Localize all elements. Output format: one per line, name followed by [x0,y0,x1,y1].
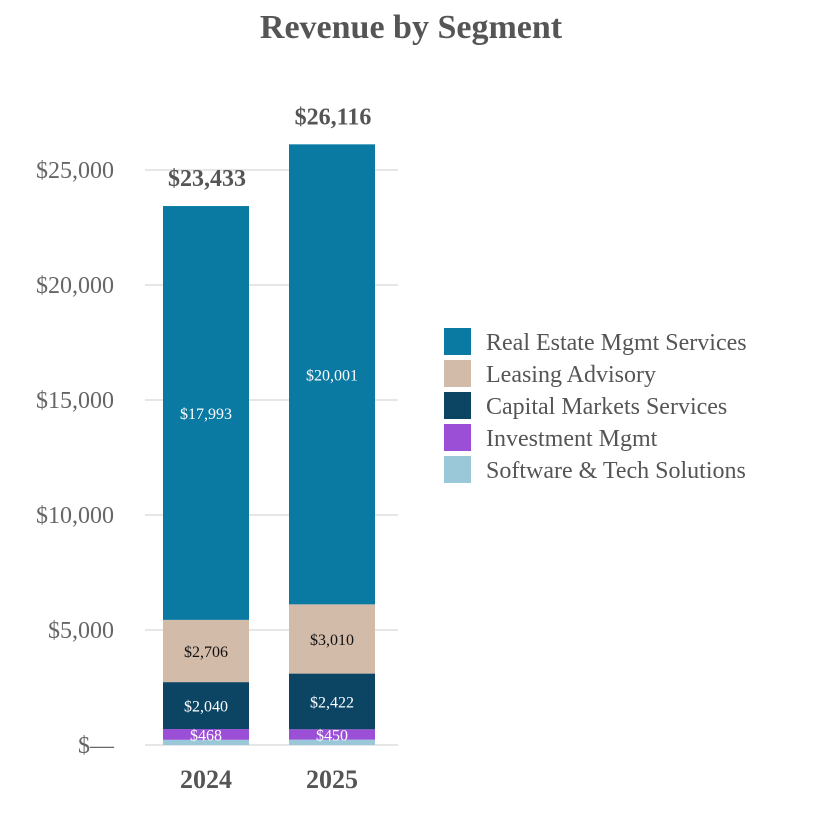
segment-value-label: $20,001 [306,367,358,384]
bar-segment [289,729,375,740]
legend-label: Leasing Advisory [486,362,656,388]
y-tick-label: $10,000 [36,503,114,529]
y-tick-label: $— [78,733,115,759]
legend-swatch [444,328,471,355]
x-category-label: 2024 [180,765,232,794]
y-axis-ticks: $— $5,000 $10,000 $15,000 $20,000 $25,000 [36,158,115,759]
y-tick-label: $20,000 [36,273,114,299]
legend-label: Capital Markets Services [486,394,727,420]
bar-segment [163,619,249,683]
bar-segment [289,604,375,674]
bar-total-label: $26,116 [295,104,372,130]
x-category-label: 2025 [306,765,358,794]
segment-value-label: $3,010 [310,632,354,649]
legend-swatch [444,392,471,419]
legend-swatch [444,456,471,483]
bar-segment [289,144,375,605]
x-axis-categories: 2024 2025 [180,765,358,794]
bar-total-label: $23,433 [168,166,246,192]
bar-segment [163,739,249,745]
segment-value-label: $450 [316,727,348,744]
y-tick-label: $5,000 [48,618,114,644]
legend-label: Software & Tech Solutions [486,458,746,484]
legend-swatch [444,424,471,451]
legend-swatch [444,360,471,387]
bar-segment [163,682,249,730]
y-tick-label: $25,000 [36,158,114,184]
legend: Real Estate Mgmt Services Leasing Advisor… [444,328,747,484]
bar-labels: $468 $2,040 $2,706 $17,993 $23,433 $450 $2,422… [168,104,371,744]
segment-value-label: $2,422 [310,694,354,711]
chart-title: Revenue by Segment [260,9,563,46]
segment-value-label: $2,040 [184,699,228,716]
bar-segment [163,729,249,740]
segment-value-label: $2,706 [184,644,228,661]
bar-segment [163,206,249,620]
legend-label: Real Estate Mgmt Services [486,330,747,356]
legend-label: Investment Mgmt [486,426,658,452]
bar-segment [289,673,375,730]
bar-segment [289,739,375,745]
bars [163,144,375,745]
segment-value-label: $468 [190,727,222,744]
segment-value-label: $17,993 [180,406,232,423]
y-tick-label: $15,000 [36,388,114,414]
